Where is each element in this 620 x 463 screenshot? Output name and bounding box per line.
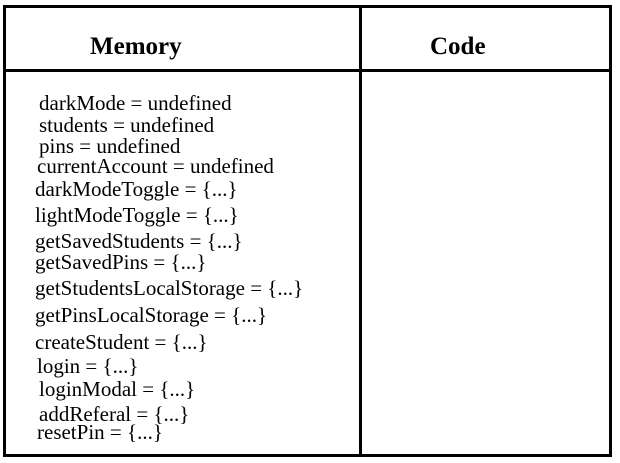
- memory-variable-list: darkMode = undefined students = undefine…: [6, 8, 356, 454]
- memory-entry-darkmode: darkMode = undefined: [39, 91, 232, 115]
- memory-entry-getsavedpins: getSavedPins = {...}: [35, 250, 207, 274]
- code-column-body: [362, 72, 609, 454]
- code-column-title: Code: [430, 33, 486, 60]
- memory-entry-loginmodal: loginModal = {...}: [39, 377, 196, 401]
- memory-entry-resetpin: resetPin = {...}: [37, 420, 163, 444]
- memory-entry-students: students = undefined: [39, 113, 215, 137]
- header-divider: [6, 69, 609, 72]
- memory-entry-createstudent: createStudent = {...}: [35, 330, 208, 354]
- memory-entry-pins: pins = undefined: [39, 134, 181, 158]
- memory-column-title: Memory: [90, 33, 182, 60]
- memory-code-table: Memory Code darkMode = undefined student…: [3, 5, 612, 457]
- memory-entry-login: login = {...}: [37, 354, 139, 378]
- memory-entry-darkmodetoggle: darkModeToggle = {...}: [35, 177, 238, 201]
- memory-entry-currentaccount: currentAccount = undefined: [37, 154, 274, 178]
- memory-entry-getsavedstudents: getSavedStudents = {...}: [35, 229, 243, 253]
- memory-entry-getstudentslocalstorage: getStudentsLocalStorage = {...}: [35, 276, 304, 300]
- memory-entry-lightmodetoggle: lightModeToggle = {...}: [35, 203, 239, 227]
- memory-entry-addreferal: addReferal = {...}: [39, 402, 190, 426]
- column-divider: [359, 8, 362, 454]
- memory-entry-getpinslocalstorage: getPinsLocalStorage = {...}: [35, 303, 268, 327]
